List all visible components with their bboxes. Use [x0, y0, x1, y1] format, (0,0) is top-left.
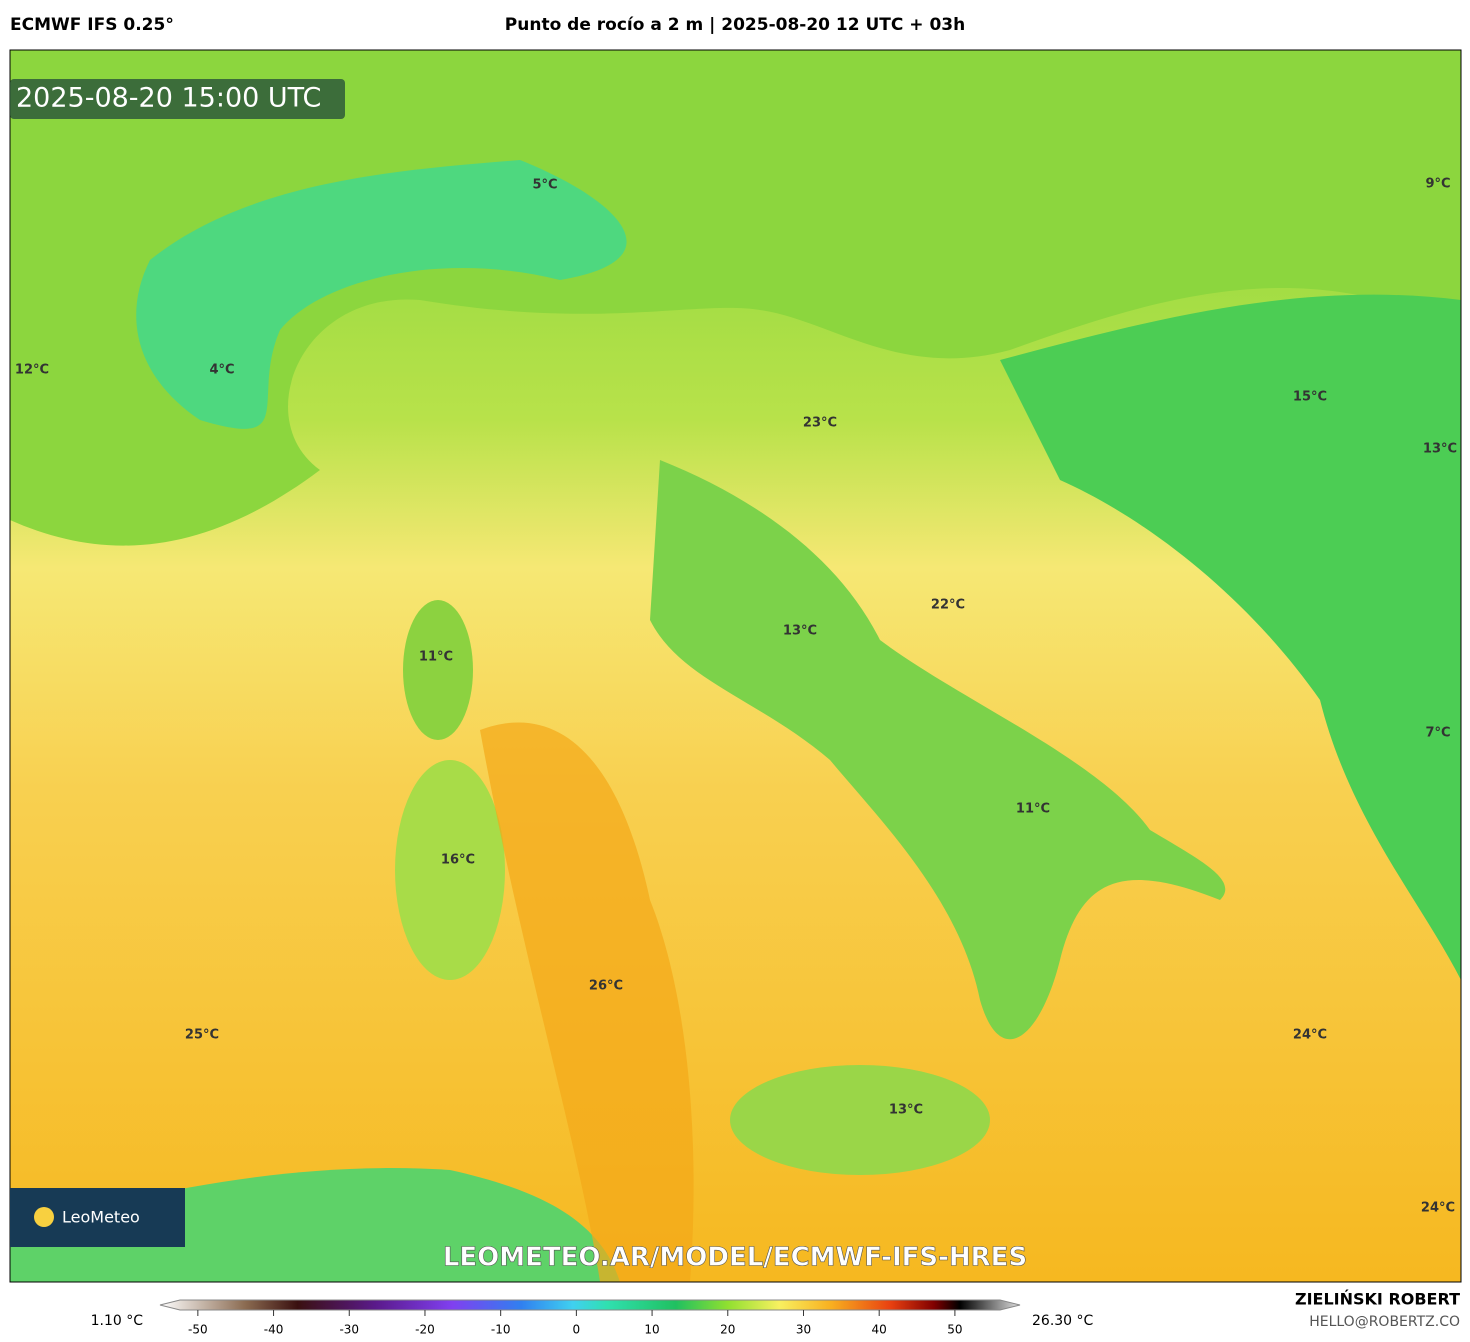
map-frame	[9, 49, 1462, 1283]
peninsula	[650, 460, 1226, 1040]
author: ZIELIŃSKI ROBERT	[1295, 1290, 1460, 1309]
colorbar-tick-label: -30	[339, 1323, 359, 1337]
colorbar-tick-label: -20	[415, 1323, 435, 1337]
model-name: ECMWF IFS 0.25°	[10, 15, 174, 35]
map-label: 24°C	[1293, 1028, 1327, 1043]
colorbar-tick-label: 30	[796, 1323, 811, 1337]
corsica	[403, 600, 473, 740]
map-label: 23°C	[803, 416, 837, 431]
email: HELLO@ROBERTZ.CO	[1309, 1314, 1460, 1330]
logo-sun	[34, 1207, 54, 1227]
colorbar-tick-label: 50	[947, 1323, 962, 1337]
watermark: LEOMETEO.AR/MODEL/ECMWF-IFS-HRES	[443, 1243, 1027, 1273]
timestamp: 2025-08-20 15:00 UTC	[16, 83, 321, 114]
map-label: 25°C	[185, 1028, 219, 1043]
colorbar	[159, 1299, 1021, 1311]
map-label: 13°C	[783, 624, 817, 639]
sicily	[730, 1065, 990, 1175]
colorbar-min: 1.10 °C	[91, 1313, 144, 1329]
map-label: 22°C	[931, 598, 965, 613]
map-label: 12°C	[15, 363, 49, 378]
colorbar-tick-label: 40	[872, 1323, 887, 1337]
map-label: 7°C	[1425, 726, 1450, 741]
map-label: 13°C	[1423, 442, 1457, 457]
colorbar-tick-label: 20	[720, 1323, 735, 1337]
map-label: 5°C	[532, 178, 557, 193]
map-label: 24°C	[1421, 1201, 1455, 1216]
timestamp-box	[10, 79, 345, 119]
map-label: 4°C	[209, 363, 234, 378]
colorbar-tick-label: 0	[573, 1323, 581, 1337]
map-label: 13°C	[889, 1103, 923, 1118]
colorbar-max: 26.30 °C	[1032, 1313, 1094, 1329]
logo-text: LeoMeteo	[62, 1208, 140, 1227]
map-label: 11°C	[419, 650, 453, 665]
colorbar-tick-label: -40	[264, 1323, 284, 1337]
map	[10, 50, 1461, 1282]
sardinia	[395, 760, 505, 980]
colorbar-tick-label: -50	[188, 1323, 208, 1337]
colorbar-tick-label: -10	[491, 1323, 511, 1337]
map-label: 9°C	[1425, 177, 1450, 192]
balkans	[1000, 294, 1461, 980]
warm-sea	[480, 722, 694, 1282]
colorbar-tick-label: 10	[644, 1323, 659, 1337]
map-label: 15°C	[1293, 390, 1327, 405]
north-land	[10, 50, 1461, 546]
title: Punto de rocío a 2 m | 2025-08-20 12 UTC…	[505, 15, 965, 35]
map-label: 11°C	[1016, 802, 1050, 817]
alps	[136, 160, 627, 429]
map-label: 16°C	[441, 853, 475, 868]
map-label: 26°C	[589, 979, 623, 994]
